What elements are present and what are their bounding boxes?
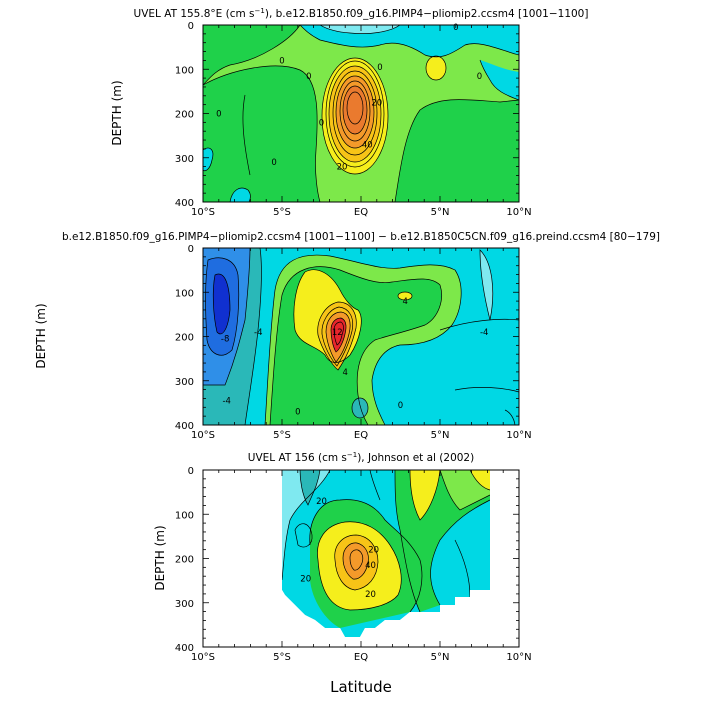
contour-label: 0	[306, 72, 311, 82]
y-tick-label: 0	[188, 466, 194, 477]
contour-label: 20	[300, 574, 311, 584]
contour-label: 0	[377, 63, 382, 73]
p3-region-yellow-top-right	[410, 470, 440, 520]
x-tick-label: 10°N	[506, 430, 531, 441]
contour-label: 0	[477, 72, 482, 82]
contour-label: 4	[342, 368, 347, 378]
p3-contour-lines	[281, 470, 491, 613]
p1-region-green-left	[203, 65, 320, 202]
panel-2-ylabel: DEPTH (m)	[34, 303, 48, 368]
p3-no-data-mask	[203, 470, 519, 647]
x-tick-label: 10°N	[506, 652, 531, 663]
y-tick-label: 100	[175, 288, 194, 299]
p2-contour-lines	[203, 248, 519, 425]
x-tick-label: 10°S	[191, 652, 215, 663]
y-tick-label: 400	[175, 198, 194, 209]
p3-jet-level-2	[343, 542, 369, 580]
contour-label: 40	[362, 140, 373, 150]
contour-label: 20	[371, 98, 382, 108]
p1-contour-lines	[203, 25, 519, 202]
x-tick-label: 10°N	[506, 207, 531, 218]
y-tick-label: 400	[175, 643, 194, 654]
x-tick-label: 10°S	[191, 430, 215, 441]
y-tick-label: 200	[175, 110, 194, 121]
contour-label: 0	[295, 408, 300, 418]
p3-region-yellow-corner	[470, 470, 490, 490]
p2-contour-labels: -8 -4 -4 0 4 12 4 0 -4	[221, 297, 489, 418]
panel-3-contours	[203, 470, 519, 647]
p2-region-blue-dark	[213, 274, 230, 334]
contour-label: 20	[316, 497, 327, 507]
contour-label: 0	[216, 110, 221, 120]
y-tick-label: 400	[175, 421, 194, 432]
panel-1: UVEL AT 155.8°E (cm s−1), b.e12.B1850.f0…	[110, 7, 588, 218]
contour-label: 4	[403, 297, 408, 307]
x-tick-label: EQ	[354, 430, 368, 441]
y-tick-label: 200	[175, 555, 194, 566]
contour-label: 12	[332, 328, 343, 338]
x-tick-label: 5°S	[273, 652, 291, 663]
contour-label: 0	[271, 158, 276, 168]
y-tick-label: 300	[175, 599, 194, 610]
x-tick-label: EQ	[354, 207, 368, 218]
y-tick-label: 300	[175, 154, 194, 165]
y-tick-label: 200	[175, 333, 194, 344]
y-tick-label: 300	[175, 377, 194, 388]
x-axis-label: Latitude	[330, 678, 392, 696]
contour-label: -4	[480, 328, 488, 338]
p1-region-cyan-light-top	[320, 25, 400, 34]
contour-label: -4	[254, 328, 262, 338]
y-tick-label: 100	[175, 65, 194, 76]
contour-label: 20	[365, 590, 376, 600]
panel-2-contours	[203, 248, 519, 425]
panel-1-contours	[203, 25, 519, 202]
panel-3-title: UVEL AT 156 (cm s−1), Johnson et al (200…	[248, 451, 474, 464]
contour-label: -8	[221, 335, 229, 345]
x-tick-label: EQ	[354, 652, 368, 663]
contour-label: 0	[279, 56, 284, 66]
y-tick-label: 0	[188, 244, 194, 255]
panel-1-ylabel: DEPTH (m)	[110, 80, 124, 145]
contour-label: 40	[365, 561, 376, 571]
p1-contour-labels: 0 0 0 0 0 0 0 0 20 20 40	[216, 23, 482, 173]
p2-region-cyan-light-right	[480, 250, 493, 320]
x-tick-label: 5°S	[273, 207, 291, 218]
contour-label: 0	[398, 401, 403, 411]
contour-label: 0	[319, 118, 324, 128]
x-tick-label: 5°N	[431, 430, 450, 441]
y-tick-label: 100	[175, 510, 194, 521]
panel-3: UVEL AT 156 (cm s−1), Johnson et al (200…	[153, 451, 532, 663]
p1-region-cyan-right	[480, 60, 519, 100]
p3-region-teal-top	[300, 470, 320, 505]
y-tick-label: 0	[188, 21, 194, 32]
p3-contour-labels: 20 20 20 40 20	[300, 497, 379, 600]
x-tick-label: 5°N	[431, 207, 450, 218]
p1-region-green-top-left	[203, 25, 300, 85]
panel-2-title: b.e12.B1850.f09_g16.PIMP4−pliomip2.ccsm4…	[62, 231, 660, 243]
p3-axes: 10°S 5°S EQ 5°N 10°N 0 100 200 300 400	[175, 466, 532, 663]
p1-region-green-right	[395, 99, 519, 202]
contour-label: 20	[368, 546, 379, 556]
p2-region-yellow-blob-right	[398, 292, 412, 300]
x-tick-label: 5°S	[273, 430, 291, 441]
p1-region-cyan-bottom-left	[230, 188, 251, 202]
p2-region-teal-blob-bottom	[352, 398, 368, 418]
panel-2: b.e12.B1850.f09_g16.PIMP4−pliomip2.ccsm4…	[34, 231, 660, 441]
x-tick-label: 10°S	[191, 207, 215, 218]
contour-label: 20	[337, 163, 348, 173]
panel-1-title: UVEL AT 155.8°E (cm s−1), b.e12.B1850.f0…	[134, 7, 589, 20]
panel-3-ylabel: DEPTH (m)	[153, 525, 167, 590]
x-tick-label: 5°N	[431, 652, 450, 663]
contour-label: 0	[453, 23, 458, 33]
p3-region-cyan-light-left	[282, 470, 330, 580]
p1-region-yellow-right-blob	[426, 56, 446, 80]
contour-label: -4	[222, 397, 230, 407]
